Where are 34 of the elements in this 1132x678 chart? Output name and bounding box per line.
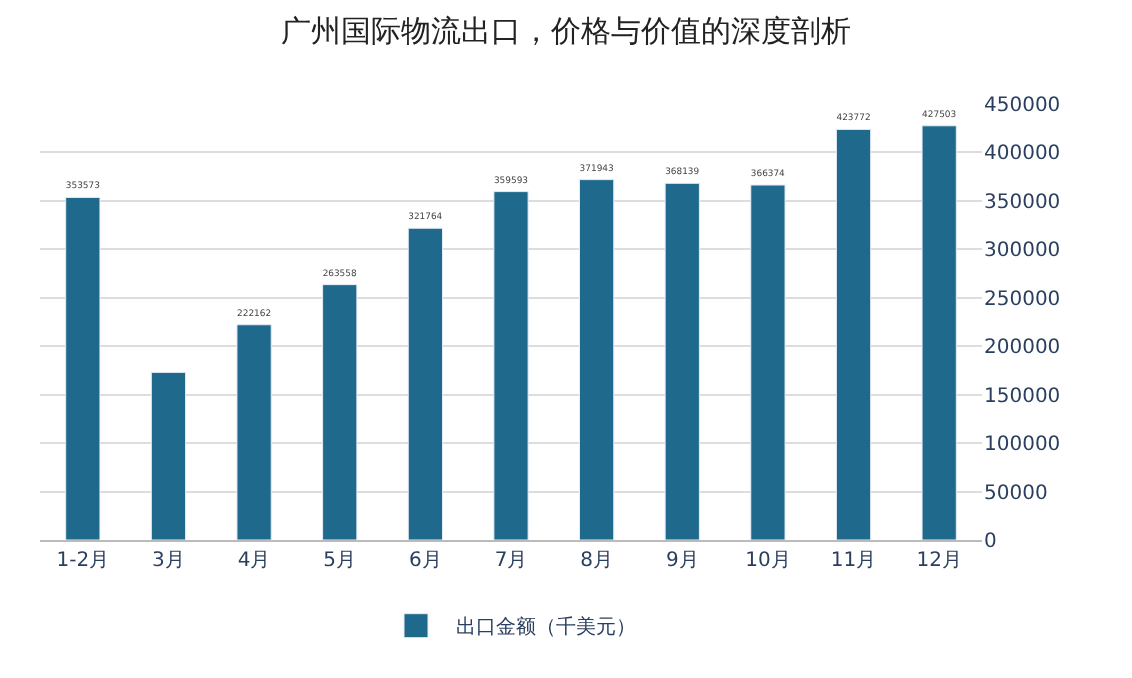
bar bbox=[579, 179, 615, 540]
x-tick-label: 3月 bbox=[152, 550, 185, 572]
x-tick-label: 6月 bbox=[408, 550, 442, 572]
y-tick-label: 200000 bbox=[984, 337, 1061, 360]
y-tick-label: 250000 bbox=[984, 288, 1061, 311]
bar bbox=[921, 125, 957, 540]
x-tick-label: 8月 bbox=[580, 550, 614, 572]
x-tick-label: 1-2月 bbox=[56, 550, 110, 572]
y-tick-label: 350000 bbox=[984, 191, 1061, 214]
bar bbox=[322, 284, 358, 540]
x-tick-label: 5月 bbox=[323, 550, 357, 572]
bar bbox=[493, 191, 529, 540]
x-tick-label: 10月 bbox=[745, 550, 791, 572]
y-tick-label: 50000 bbox=[984, 482, 1048, 505]
legend-label: 出口金额（千美元） bbox=[456, 615, 636, 640]
x-tick-label: 4月 bbox=[237, 550, 271, 572]
bar bbox=[236, 324, 272, 540]
bar bbox=[835, 128, 872, 540]
x-tick-label: 7月 bbox=[494, 550, 528, 572]
y-tick-label: 450000 bbox=[984, 95, 1061, 117]
bar bbox=[407, 227, 443, 540]
bar bbox=[150, 371, 187, 540]
y-tick-label: 400000 bbox=[984, 143, 1061, 166]
bar bbox=[750, 184, 786, 540]
x-tick-label: 9月 bbox=[665, 550, 699, 572]
y-tick-label: 0 bbox=[984, 531, 997, 553]
y-tick-label: 150000 bbox=[984, 385, 1061, 408]
y-tick-label: 100000 bbox=[984, 434, 1061, 457]
y-tick-label: 300000 bbox=[984, 240, 1061, 263]
x-tick-label: 12月 bbox=[916, 550, 962, 572]
x-tick-label: 11月 bbox=[830, 550, 877, 572]
bar bbox=[65, 196, 101, 540]
chart-title: 广州国际物流出口，价格与价值的深度剖析 bbox=[281, 13, 851, 50]
bar bbox=[664, 182, 700, 540]
